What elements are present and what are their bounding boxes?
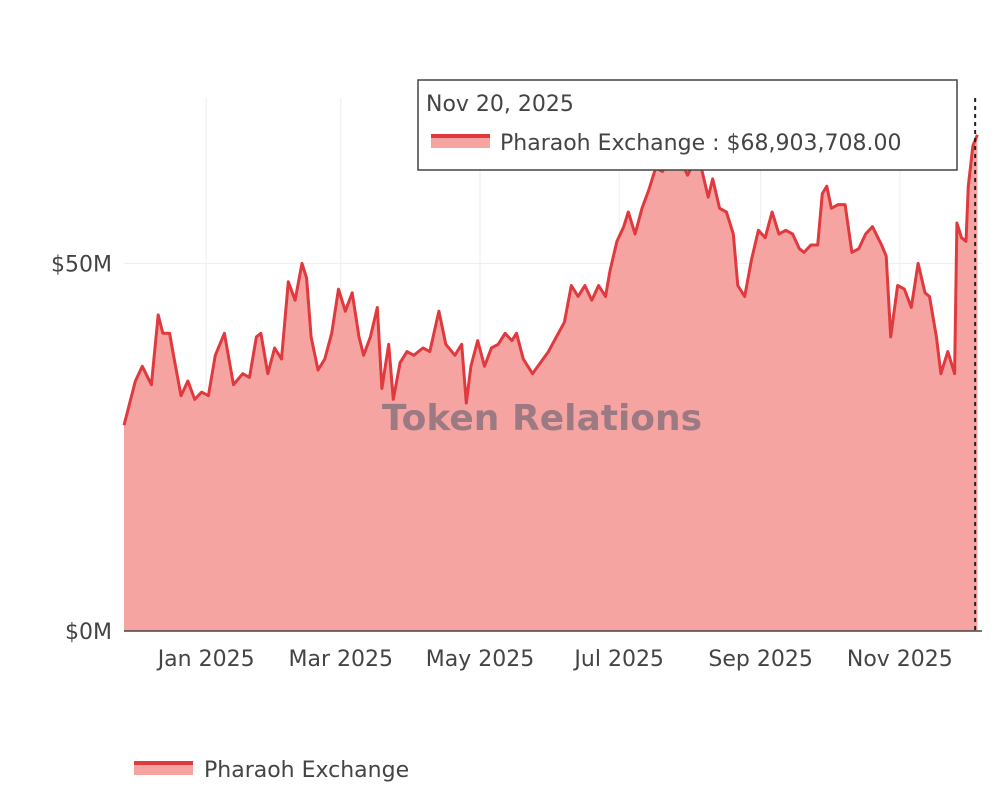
axes: Jan 2025 Mar 2025 May 2025 Jul 2025 Sep 2025… <box>51 252 982 672</box>
legend-swatch-fill <box>134 763 193 775</box>
series-fill <box>124 134 978 632</box>
tooltip-box <box>417 79 958 171</box>
tooltip: Nov 20, 2025 Pharaoh Exchange : $68,903,… <box>417 79 958 171</box>
watermark-text: Token Relations <box>382 398 702 439</box>
x-tick-label: Nov 2025 <box>847 647 953 672</box>
legend[interactable]: Pharaoh Exchange <box>134 758 409 783</box>
series-line <box>122 134 979 426</box>
y-tick-label: $0M <box>65 620 112 645</box>
tooltip-swatch-fill <box>431 136 490 148</box>
x-tick-label: Sep 2025 <box>708 647 812 672</box>
series-area <box>122 134 979 632</box>
tooltip-date: Nov 20, 2025 <box>426 92 574 117</box>
x-tick-label: May 2025 <box>426 647 534 672</box>
x-tick-label: Jul 2025 <box>572 647 664 672</box>
legend-label: Pharaoh Exchange <box>204 758 409 783</box>
y-tick-label: $50M <box>51 252 112 277</box>
x-tick-label: Mar 2025 <box>289 647 394 672</box>
x-tick-label: Jan 2025 <box>156 647 255 672</box>
tooltip-value: Pharaoh Exchange : $68,903,708.00 <box>500 131 901 156</box>
